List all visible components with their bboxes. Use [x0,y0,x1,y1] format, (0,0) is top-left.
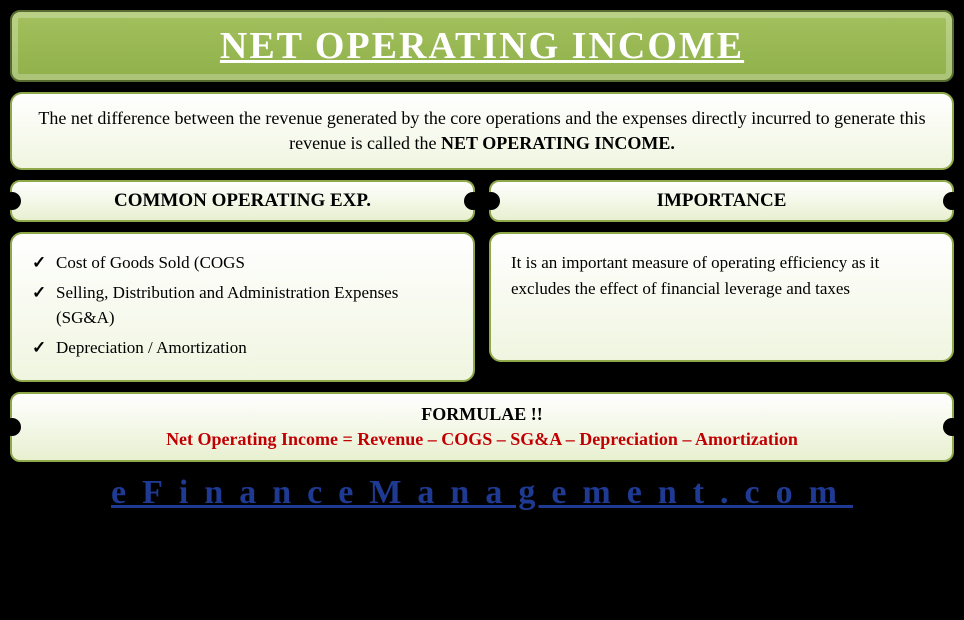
title-panel: NET OPERATING INCOME [10,10,954,82]
left-content: Cost of Goods Sold (COGS Selling, Distri… [10,232,475,382]
footer-link[interactable]: eFinanceManagement.com [10,472,954,514]
expenses-list: Cost of Goods Sold (COGS Selling, Distri… [32,250,453,360]
infographic-container: NET OPERATING INCOME The net difference … [10,10,954,610]
formula-header: FORMULAE !! [32,404,932,425]
importance-text: It is an important measure of operating … [511,253,879,298]
definition-panel: The net difference between the revenue g… [10,92,954,170]
formula-panel: FORMULAE !! Net Operating Income = Reven… [10,392,954,462]
right-column: IMPORTANCE It is an important measure of… [489,180,954,382]
formula-text: Net Operating Income = Revenue – COGS – … [32,429,932,450]
list-item: Depreciation / Amortization [32,335,453,361]
left-column: COMMON OPERATING EXP. Cost of Goods Sold… [10,180,475,382]
right-header: IMPORTANCE [489,180,954,222]
left-header: COMMON OPERATING EXP. [10,180,475,222]
definition-bold: NET OPERATING INCOME. [441,133,675,153]
right-content: It is an important measure of operating … [489,232,954,362]
list-item: Cost of Goods Sold (COGS [32,250,453,276]
two-column-row: COMMON OPERATING EXP. Cost of Goods Sold… [10,180,954,382]
main-title: NET OPERATING INCOME [24,24,940,68]
list-item: Selling, Distribution and Administration… [32,280,453,331]
